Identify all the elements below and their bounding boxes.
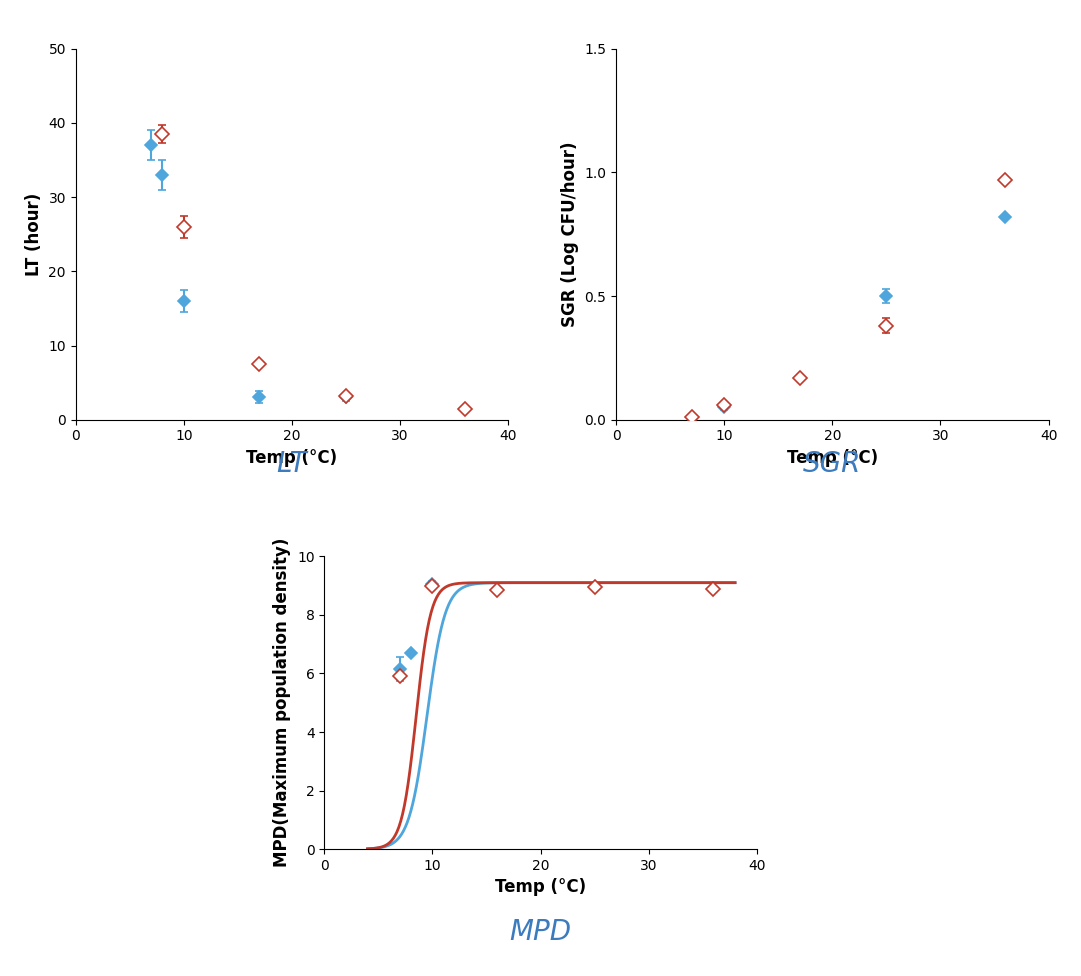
Text: SGR: SGR (803, 450, 862, 477)
X-axis label: Temp (°C): Temp (°C) (787, 449, 878, 467)
Text: MPD: MPD (509, 918, 572, 946)
Text: LT: LT (277, 450, 307, 477)
Y-axis label: LT (hour): LT (hour) (25, 192, 43, 276)
Y-axis label: SGR (Log CFU/hour): SGR (Log CFU/hour) (561, 142, 579, 327)
X-axis label: Temp (°C): Temp (°C) (495, 878, 586, 896)
X-axis label: Temp (°C): Temp (°C) (246, 449, 337, 467)
Y-axis label: MPD(Maximum population density): MPD(Maximum population density) (273, 538, 292, 868)
